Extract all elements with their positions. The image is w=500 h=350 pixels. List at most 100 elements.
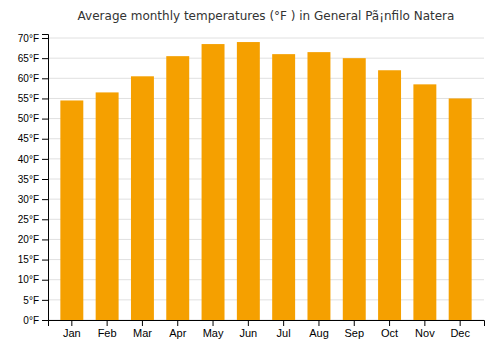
bar (307, 52, 330, 320)
x-tick-mark (107, 320, 108, 326)
y-tick: 35°F (18, 174, 48, 185)
y-tick-label: 70°F (18, 33, 39, 44)
y-tick-mark (42, 139, 48, 140)
x-tick: Mar (133, 320, 152, 339)
x-tick: Sep (344, 320, 364, 339)
x-tick-label: Mar (133, 327, 152, 339)
x-axis: Jan Feb Mar Apr May Jun Jul Aug Sep Oct Nov Dec (49, 320, 485, 339)
x-tick-mark (71, 320, 72, 326)
y-tick-mark (42, 159, 48, 160)
y-tick: 25°F (18, 214, 48, 225)
x-tick-mark (460, 320, 461, 326)
y-tick-label: 0°F (23, 315, 39, 326)
y-tick-mark (42, 58, 48, 59)
y-tick-label: 65°F (18, 53, 39, 64)
y-tick-label: 10°F (18, 274, 39, 285)
y-tick-mark (42, 280, 48, 281)
bar (131, 76, 154, 320)
y-tick: 70°F (18, 33, 48, 44)
y-axis: 0°F 5°F 10°F 15°F 20°F 25°F 30°F 35°F 40°F 45°F 50… (18, 33, 49, 326)
bar (96, 92, 119, 320)
grid-line (48, 38, 484, 39)
x-tick-label: Apr (169, 327, 186, 339)
y-tick: 10°F (18, 274, 48, 285)
grid (48, 38, 484, 320)
x-tick: Dec (450, 320, 470, 339)
y-tick-mark (42, 179, 48, 180)
x-tick-label: Nov (415, 327, 435, 339)
y-tick: 60°F (18, 73, 48, 84)
x-axis-line (49, 321, 485, 327)
y-tick-label: 25°F (18, 214, 39, 225)
y-axis-line (42, 35, 49, 321)
bar (413, 84, 436, 320)
x-tick-label: Jun (239, 327, 257, 339)
y-tick-mark (42, 78, 48, 79)
x-tick: Jun (239, 320, 257, 339)
y-tick: 15°F (18, 254, 48, 265)
x-tick: May (203, 320, 224, 339)
bar (60, 100, 83, 320)
x-tick: Oct (381, 320, 398, 339)
x-tick-label: Jul (277, 327, 291, 339)
grid-line (48, 78, 484, 79)
y-tick: 0°F (23, 315, 48, 326)
x-tick-label: Dec (450, 327, 470, 339)
x-tick-mark (389, 320, 390, 326)
y-tick-mark (42, 260, 48, 261)
y-tick-label: 50°F (18, 113, 39, 124)
x-tick-label: Jan (63, 327, 81, 339)
x-tick-mark (424, 320, 425, 326)
y-tick-label: 30°F (18, 194, 39, 205)
y-tick: 55°F (18, 93, 48, 104)
bar (237, 42, 260, 320)
grid-line (48, 58, 484, 59)
y-tick-label: 5°F (23, 295, 39, 306)
y-tick: 50°F (18, 113, 48, 124)
x-tick: Jul (277, 320, 291, 339)
title: Average monthly temperatures (°F ) in Ge… (78, 9, 455, 23)
bar (449, 98, 472, 320)
x-tick-label: May (203, 327, 224, 339)
x-tick: Nov (415, 320, 435, 339)
y-tick-mark (42, 199, 48, 200)
bar (378, 70, 401, 320)
x-tick: Apr (169, 320, 186, 339)
x-tick-mark (213, 320, 214, 326)
bar (272, 54, 295, 320)
y-tick-label: 45°F (18, 133, 39, 144)
y-tick-mark (42, 38, 48, 39)
x-tick-mark (318, 320, 319, 326)
y-tick: 40°F (18, 154, 48, 165)
x-tick: Feb (98, 320, 117, 339)
y-tick-label: 60°F (18, 73, 39, 84)
y-tick-mark (42, 300, 48, 301)
x-tick-label: Sep (344, 327, 364, 339)
y-tick: 30°F (18, 194, 48, 205)
plot-area (60, 42, 471, 320)
y-tick-mark (42, 98, 48, 99)
bar (202, 44, 225, 320)
x-tick-label: Oct (381, 327, 398, 339)
y-tick-mark (42, 320, 48, 321)
x-tick: Aug (309, 320, 329, 339)
x-tick-mark (283, 320, 284, 326)
y-tick: 65°F (18, 53, 48, 64)
x-tick-label: Aug (309, 327, 329, 339)
bar (166, 56, 189, 320)
x-tick-mark (248, 320, 249, 326)
y-tick: 5°F (23, 295, 48, 306)
y-tick-label: 40°F (18, 154, 39, 165)
y-tick-label: 55°F (18, 93, 39, 104)
bar (343, 58, 366, 320)
x-tick-mark (142, 320, 143, 326)
y-tick-label: 20°F (18, 234, 39, 245)
x-tick: Jan (63, 320, 81, 339)
chart: Jan Feb Mar Apr May Jun Jul Aug Sep Oct Nov Dec 0°F 5… (0, 0, 500, 350)
y-tick: 45°F (18, 133, 48, 144)
y-tick-mark (42, 219, 48, 220)
y-tick-mark (42, 239, 48, 240)
y-tick-label: 15°F (18, 254, 39, 265)
y-tick-mark (42, 119, 48, 120)
y-tick: 20°F (18, 234, 48, 245)
